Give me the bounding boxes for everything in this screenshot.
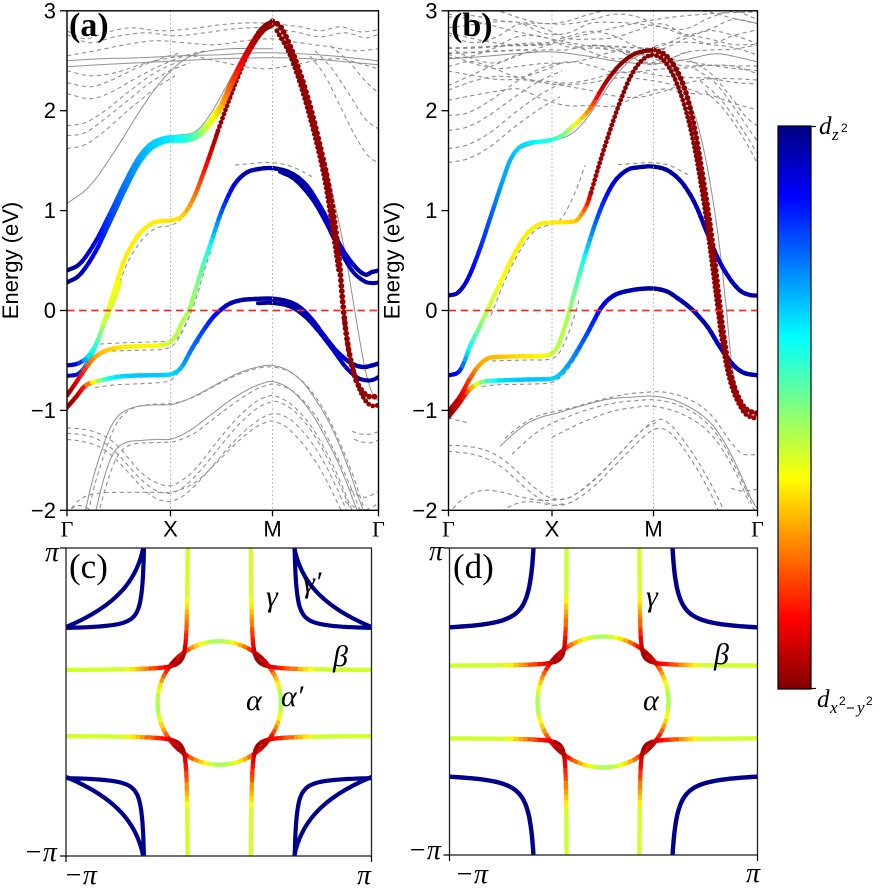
svg-text:−1: −1 (412, 398, 437, 423)
svg-text:y: y (855, 698, 865, 717)
svg-text:M: M (263, 516, 281, 541)
svg-text:2: 2 (425, 98, 437, 123)
svg-text:α′: α′ (281, 680, 304, 713)
svg-text:z: z (831, 125, 839, 144)
svg-text:2: 2 (866, 694, 873, 708)
svg-text:Γ: Γ (442, 516, 455, 541)
svg-text:π: π (45, 537, 60, 568)
svg-text:M: M (644, 516, 662, 541)
svg-text:Γ: Γ (61, 516, 74, 541)
svg-text:γ: γ (646, 580, 659, 613)
svg-text:2: 2 (839, 694, 846, 708)
svg-text:Γ: Γ (751, 516, 764, 541)
svg-text:π: π (357, 860, 372, 891)
svg-text:γ: γ (266, 580, 279, 613)
svg-text:π: π (429, 536, 444, 567)
svg-text:Energy (eV): Energy (eV) (380, 202, 405, 319)
svg-text:x: x (829, 698, 838, 717)
svg-text:π: π (746, 858, 761, 889)
svg-text:−2: −2 (31, 498, 56, 523)
svg-text:1: 1 (425, 198, 437, 223)
svg-text:−2: −2 (412, 498, 437, 523)
svg-text:−π: −π (455, 859, 489, 890)
svg-text:0: 0 (425, 298, 437, 323)
svg-text:X: X (163, 516, 178, 541)
svg-text:3: 3 (425, 0, 437, 23)
svg-text:−1: −1 (31, 398, 56, 423)
svg-text:γ′: γ′ (303, 566, 322, 599)
svg-text:(a): (a) (69, 7, 109, 44)
svg-text:Energy (eV): Energy (eV) (0, 202, 23, 319)
svg-text:Γ: Γ (372, 516, 385, 541)
svg-text:0: 0 (44, 298, 56, 323)
svg-text:(d): (d) (453, 547, 494, 586)
svg-text:β: β (713, 638, 729, 671)
svg-text:−: − (846, 700, 855, 717)
svg-text:2: 2 (44, 98, 56, 123)
svg-text:−π: −π (64, 860, 98, 891)
svg-text:(b): (b) (451, 7, 493, 44)
svg-text:α: α (643, 684, 660, 717)
svg-text:3: 3 (44, 0, 56, 23)
svg-text:α: α (246, 684, 263, 717)
svg-text:(c): (c) (69, 547, 108, 586)
svg-text:X: X (545, 516, 560, 541)
svg-text:2: 2 (841, 121, 848, 135)
svg-text:−π: −π (408, 835, 442, 866)
svg-text:d: d (817, 686, 830, 713)
svg-text:1: 1 (44, 198, 56, 223)
svg-text:−π: −π (24, 837, 58, 868)
svg-text:β: β (332, 640, 348, 673)
svg-text:d: d (819, 113, 832, 140)
